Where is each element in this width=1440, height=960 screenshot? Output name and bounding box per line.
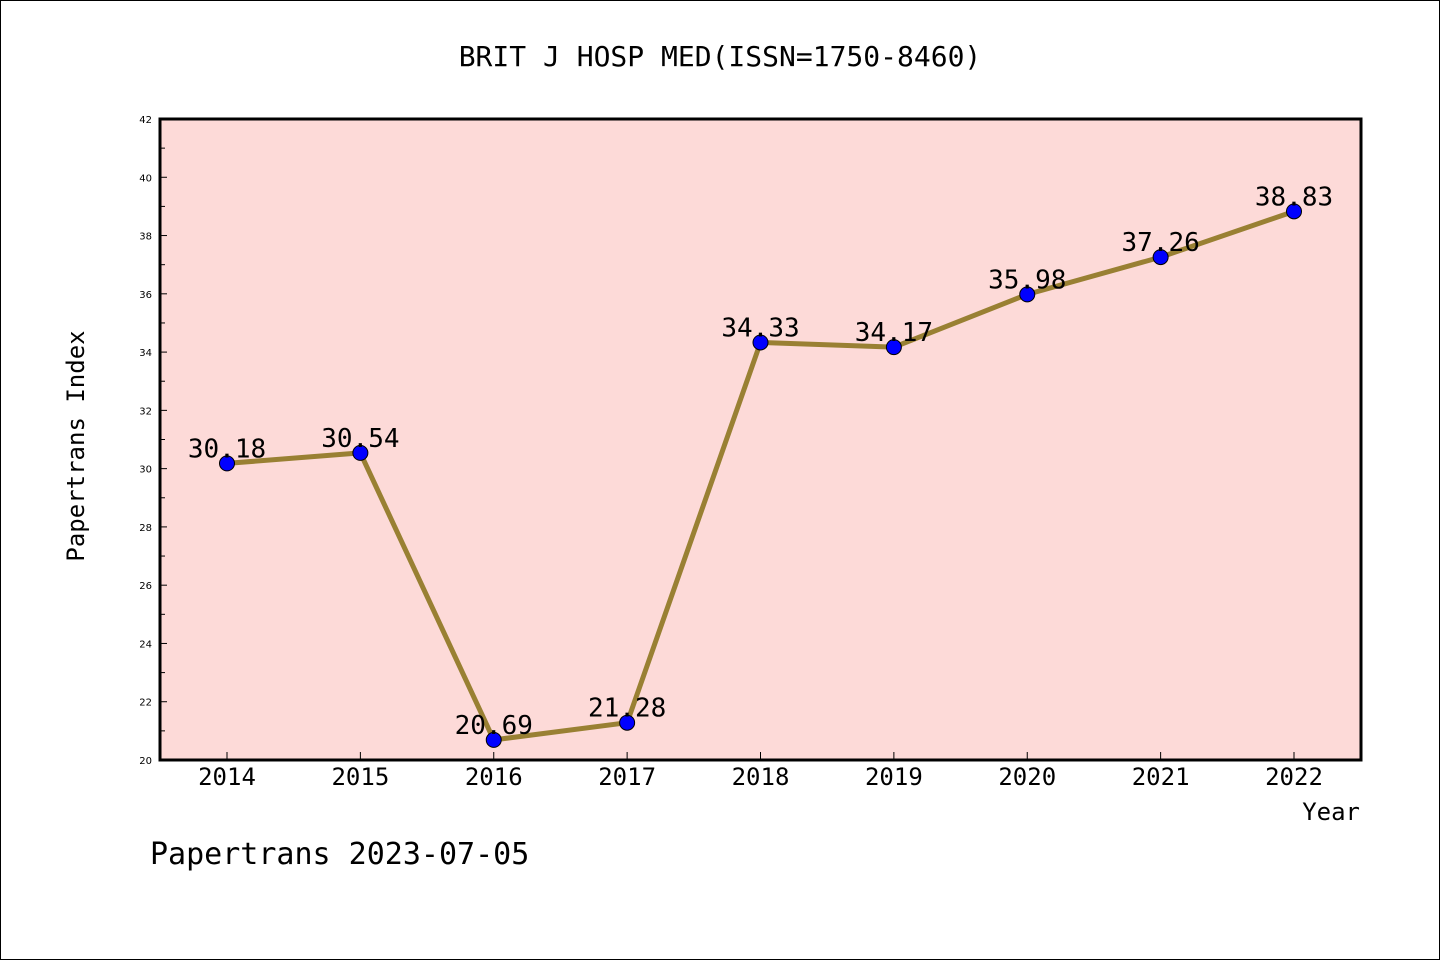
- footer-text: Papertrans 2023-07-05: [150, 837, 529, 872]
- data-point-marker: [885, 339, 902, 356]
- data-point-marker: [619, 714, 636, 731]
- y-tick-label: 38: [139, 232, 152, 243]
- y-tick-label: 30: [139, 465, 152, 476]
- y-tick-label: 26: [139, 581, 152, 592]
- data-point-marker: [752, 334, 769, 351]
- data-point-marker: [352, 444, 369, 461]
- data-label: 21.28: [588, 694, 666, 724]
- data-label: 30.54: [321, 424, 399, 454]
- x-tick-label: 2020: [998, 763, 1056, 791]
- y-tick-label: 20: [139, 756, 152, 767]
- data-label: 35.98: [988, 265, 1066, 295]
- data-label: 38.83: [1255, 182, 1333, 212]
- x-tick-label: 2021: [1132, 763, 1190, 791]
- data-label: 34.33: [721, 313, 799, 343]
- plot-area: [160, 119, 1361, 760]
- data-point-marker: [1019, 286, 1036, 303]
- x-tick-label: 2015: [331, 763, 389, 791]
- data-point-marker: [1286, 203, 1302, 220]
- x-axis-ticks: 2014 2015 2016 2017 2018 2019 2020 2021 2022: [198, 752, 1323, 791]
- data-label: 20.69: [455, 711, 533, 741]
- data-label: 37.26: [1121, 228, 1199, 258]
- x-tick-label: 2014: [198, 763, 256, 791]
- x-tick-label: 2016: [465, 763, 523, 791]
- y-tick-label: 34: [139, 348, 152, 359]
- x-tick-label: 2017: [598, 763, 656, 791]
- x-tick-label: 2019: [865, 763, 923, 791]
- data-label: 34.17: [855, 318, 933, 348]
- data-point-marker: [1152, 249, 1169, 266]
- y-tick-label: 36: [139, 290, 152, 301]
- y-tick-label: 42: [139, 115, 152, 126]
- data-label: 30.18: [188, 434, 266, 464]
- y-tick-label: 32: [139, 406, 152, 417]
- x-axis-title: Year: [1302, 798, 1360, 826]
- y-axis-title: Papertrans Index: [62, 330, 90, 561]
- x-tick-label: 2022: [1265, 763, 1323, 791]
- x-tick-label: 2018: [732, 763, 790, 791]
- chart-title: BRIT J HOSP MED(ISSN=1750-8460): [459, 40, 982, 73]
- y-tick-label: 40: [139, 173, 152, 184]
- y-tick-label: 22: [139, 698, 152, 709]
- plot-border: [158, 117, 1363, 762]
- data-point-marker: [485, 731, 502, 748]
- data-point-marker: [219, 455, 235, 472]
- y-tick-label: 28: [139, 523, 152, 534]
- y-tick-label: 24: [139, 639, 152, 650]
- data-markers: [219, 203, 1302, 748]
- data-labels: 30.18 30.54 20.69 21.28 34.33 34.17 35.98 37.26…: [188, 182, 1333, 741]
